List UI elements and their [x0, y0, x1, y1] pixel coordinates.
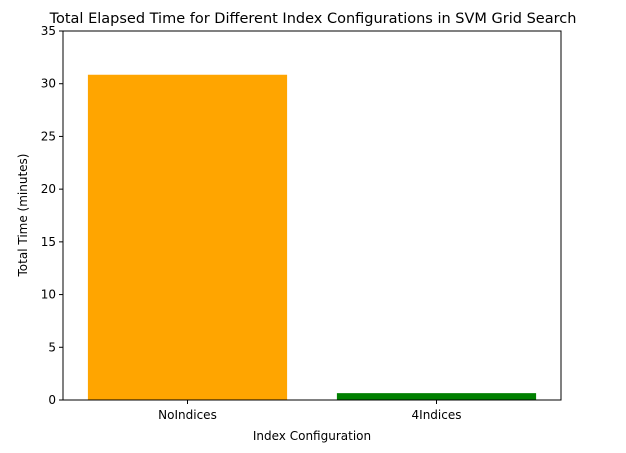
x-axis-label: Index Configuration	[253, 429, 371, 443]
chart-title: Total Elapsed Time for Different Index C…	[49, 11, 577, 27]
y-axis-ticks: 0 5 10 15 20 25 30 35	[41, 24, 63, 407]
x-tick-label: NoIndices	[158, 408, 217, 422]
y-tick-label: 10	[41, 288, 56, 302]
y-tick-label: 20	[41, 182, 56, 196]
plot-frame	[62, 30, 562, 401]
y-tick-label: 0	[48, 393, 56, 407]
x-tick-label: 4Indices	[412, 408, 462, 422]
y-tick-label: 25	[41, 129, 56, 143]
y-tick-label: 15	[41, 235, 56, 249]
bars	[87, 74, 537, 400]
y-tick-label: 30	[41, 77, 56, 91]
bar-noindices	[87, 74, 288, 400]
y-tick-label: 5	[48, 340, 56, 354]
x-axis-ticks: NoIndices 4Indices	[158, 400, 461, 422]
y-tick-label: 35	[41, 24, 56, 38]
bar-4indices	[336, 393, 537, 400]
y-axis-label: Total Time (minutes)	[16, 154, 30, 278]
